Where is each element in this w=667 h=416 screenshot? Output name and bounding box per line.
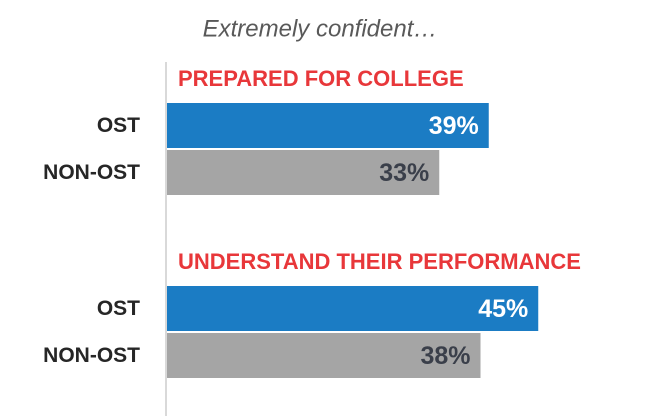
- chart-title: Extremely confident…: [203, 15, 438, 42]
- value-label: 39%: [429, 112, 479, 140]
- row-label: OST: [97, 297, 140, 320]
- bar: [167, 103, 489, 148]
- row-label: NON-OST: [43, 161, 140, 184]
- group-label: PREPARED FOR COLLEGE: [178, 66, 464, 91]
- value-label: 45%: [478, 295, 528, 323]
- value-label: 33%: [379, 159, 429, 187]
- value-label: 38%: [420, 342, 470, 370]
- row-label: NON-OST: [43, 344, 140, 367]
- group-label: UNDERSTAND THEIR PERFORMANCE: [178, 249, 581, 274]
- bar: [167, 286, 539, 331]
- bar: [167, 150, 440, 195]
- bar: [167, 333, 481, 378]
- row-label: OST: [97, 114, 140, 137]
